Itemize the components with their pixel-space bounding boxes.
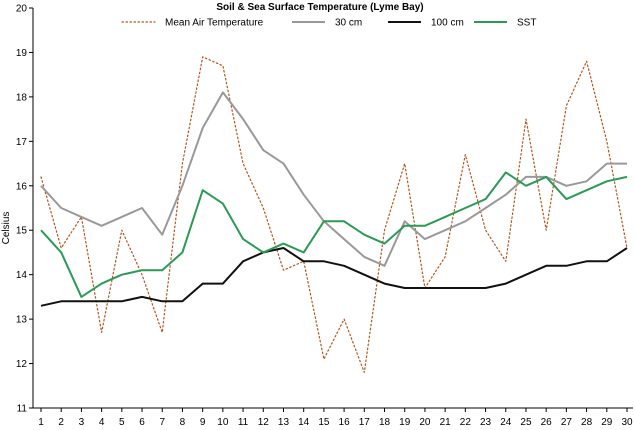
x-tick-label: 20 bbox=[419, 417, 431, 428]
x-tick-label: 23 bbox=[480, 417, 492, 428]
y-axis-label: Celsius bbox=[1, 212, 12, 245]
x-tick-label: 27 bbox=[561, 417, 573, 428]
y-tick-label: 18 bbox=[16, 92, 28, 103]
x-tick-label: 9 bbox=[200, 417, 206, 428]
x-tick-label: 2 bbox=[58, 417, 64, 428]
x-tick-label: 4 bbox=[99, 417, 105, 428]
x-tick-label: 3 bbox=[79, 417, 85, 428]
y-tick-label: 19 bbox=[16, 48, 28, 59]
x-tick-label: 30 bbox=[621, 417, 633, 428]
x-tick-label: 16 bbox=[339, 417, 351, 428]
legend-label: 100 cm bbox=[431, 18, 464, 29]
x-tick-label: 15 bbox=[318, 417, 330, 428]
x-tick-label: 18 bbox=[379, 417, 391, 428]
x-tick-label: 7 bbox=[159, 417, 165, 428]
y-tick-label: 14 bbox=[16, 270, 28, 281]
x-ticks: 1 2 3 4 5 6 7 8 9 10 11 12 13 14 15 16 17 18 19 20 21 22 23 24 2… bbox=[38, 408, 633, 428]
x-tick-label: 5 bbox=[119, 417, 125, 428]
series-line-100-cm bbox=[40, 247, 628, 307]
x-tick-label: 12 bbox=[258, 417, 270, 428]
legend-label: Mean Air Temperature bbox=[165, 18, 264, 29]
x-tick-label: 22 bbox=[460, 417, 472, 428]
y-tick-label: 15 bbox=[16, 226, 28, 237]
chart-title: Soil & Sea Surface Temperature (Lyme Bay… bbox=[216, 2, 423, 13]
y-tick-label: 20 bbox=[16, 4, 28, 15]
x-tick-label: 14 bbox=[298, 417, 310, 428]
x-tick-label: 6 bbox=[139, 417, 145, 428]
y-tick-label: 16 bbox=[16, 181, 28, 192]
x-tick-label: 28 bbox=[581, 417, 593, 428]
series-line-30-cm bbox=[40, 91, 627, 267]
legend: Mean Air Temperature 30 cm 100 cm SST bbox=[121, 18, 536, 29]
x-tick-label: 26 bbox=[541, 417, 553, 428]
y-tick-label: 17 bbox=[16, 137, 28, 148]
y-tick-label: 13 bbox=[16, 315, 28, 326]
x-tick-label: 25 bbox=[520, 417, 532, 428]
x-tick-label: 29 bbox=[601, 417, 613, 428]
series-group bbox=[40, 56, 628, 373]
series-line-mean-air-temperature bbox=[40, 56, 628, 373]
x-tick-label: 19 bbox=[399, 417, 411, 428]
x-tick-label: 17 bbox=[359, 417, 371, 428]
axes bbox=[32, 8, 633, 409]
y-ticks: 11 12 13 14 15 16 17 18 19 20 bbox=[16, 4, 33, 415]
x-tick-label: 10 bbox=[217, 417, 229, 428]
legend-label: SST bbox=[517, 18, 536, 29]
x-tick-label: 21 bbox=[440, 417, 452, 428]
x-tick-label: 11 bbox=[238, 417, 249, 428]
y-tick-label: 11 bbox=[17, 404, 28, 415]
x-tick-label: 1 bbox=[38, 417, 44, 428]
legend-label: 30 cm bbox=[335, 18, 362, 29]
x-tick-label: 13 bbox=[278, 417, 290, 428]
x-tick-label: 24 bbox=[500, 417, 512, 428]
y-tick-label: 12 bbox=[16, 359, 28, 370]
x-tick-label: 8 bbox=[180, 417, 186, 428]
series-line-sst bbox=[40, 171, 628, 298]
